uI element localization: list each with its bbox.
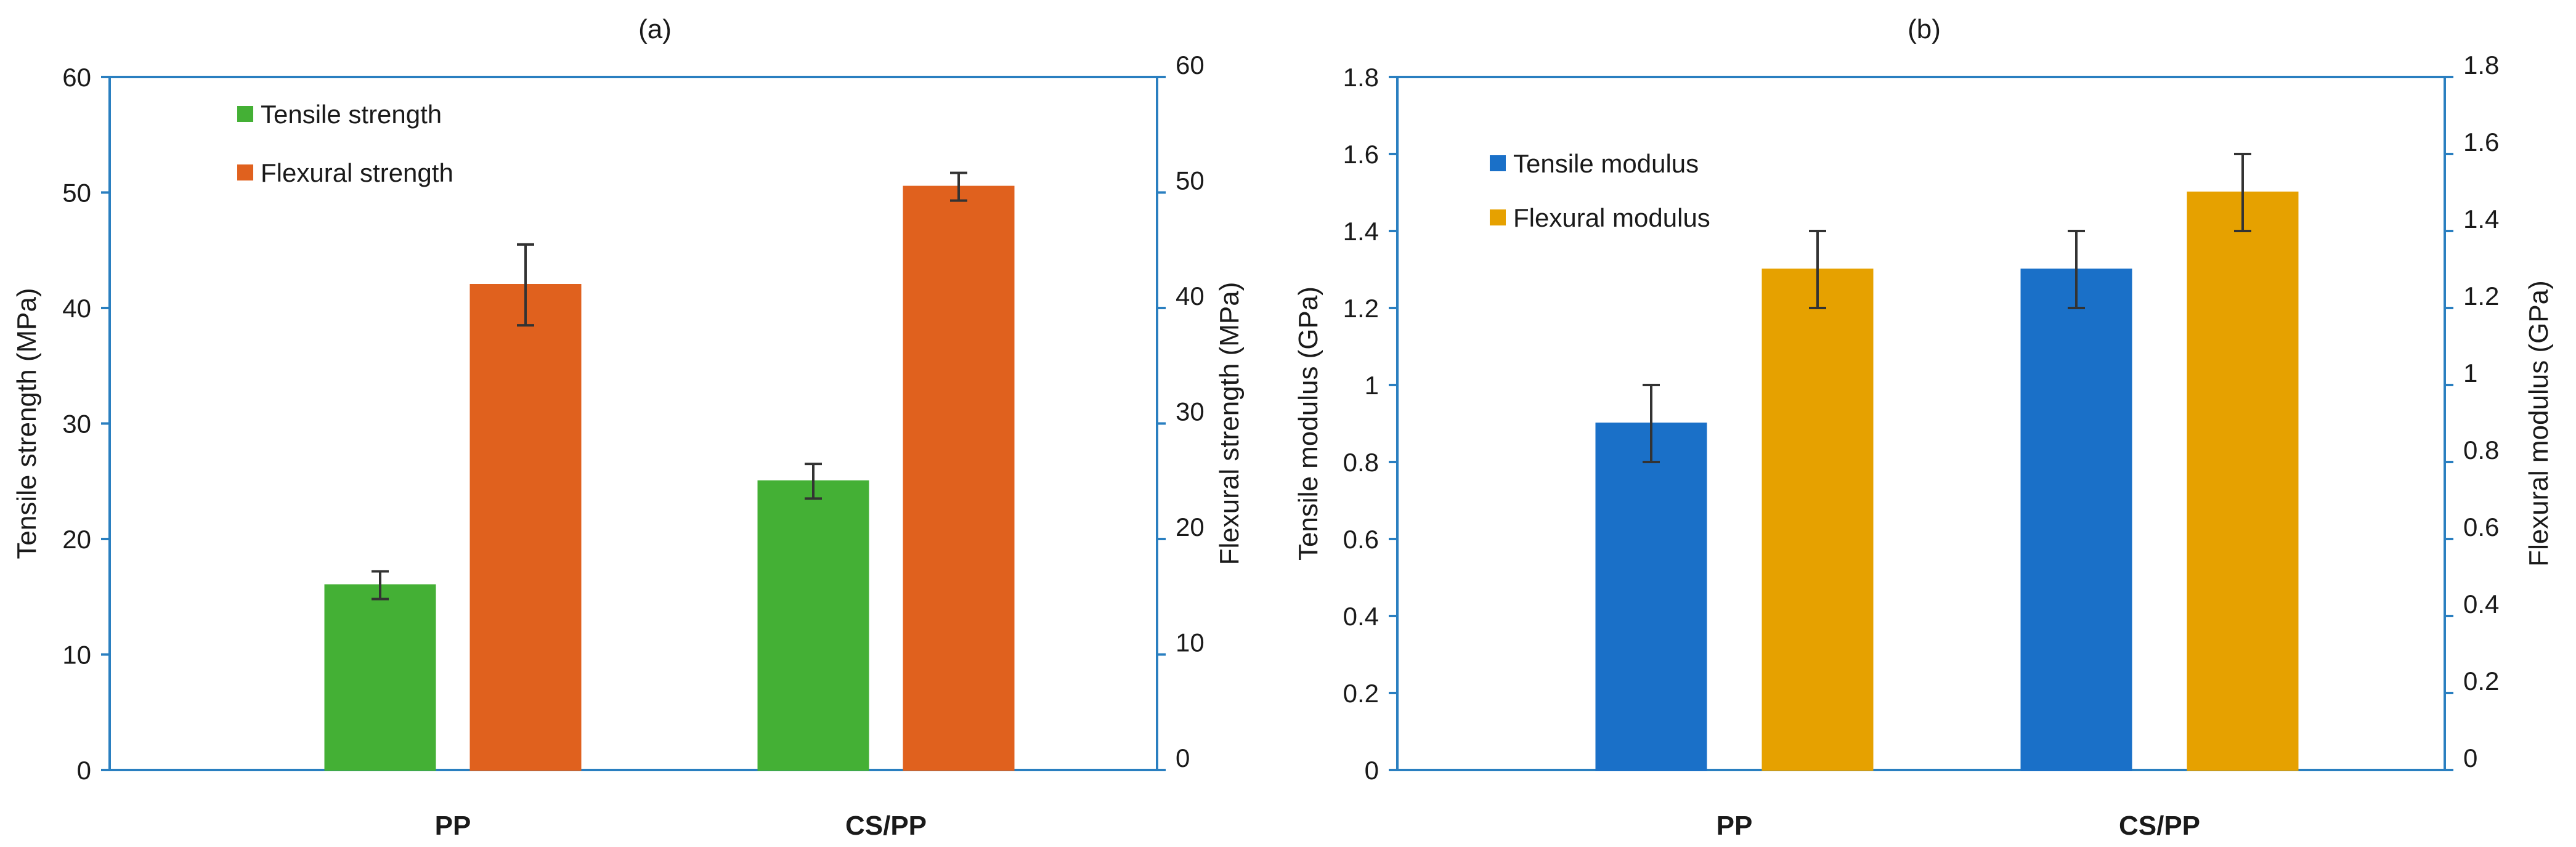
left-tick-label: 1 <box>1365 371 1379 400</box>
right-tick-label: 1.6 <box>2463 128 2499 156</box>
right-axis-label: Flexural strength (MPa) <box>1214 282 1245 565</box>
bar-tensile-strength <box>324 584 436 771</box>
legend-swatch <box>237 106 253 122</box>
left-tick-label: 30 <box>62 410 91 439</box>
left-tick-label: 1.8 <box>1343 63 1379 92</box>
bar-flexural-strength <box>469 284 582 771</box>
chart-a: (a) 0 10 20 30 40 50 60 0 10 20 30 40 50 60 Tensile str… <box>12 14 1245 841</box>
right-tick-label: 30 <box>1176 397 1205 426</box>
left-axis-label: Tensile modulus (GPa) <box>1293 286 1323 561</box>
left-axis-label: Tensile strength (MPa) <box>12 288 42 559</box>
left-tick-label: 0.8 <box>1343 448 1379 477</box>
bar-flexural-modulus <box>2187 192 2299 771</box>
chart-b: (b) 0 0.2 0.4 0.6 0.8 1 1.2 1.4 1.6 1.8 0 0.2 0.4 0.6 0… <box>1293 14 2554 841</box>
left-tick-label: 50 <box>62 179 91 208</box>
legend-swatch <box>237 164 253 180</box>
legend-label: Flexural strength <box>261 158 453 187</box>
left-tick-label: 60 <box>62 63 91 92</box>
right-tick-label: 20 <box>1176 513 1205 541</box>
bar-flexural-modulus <box>1761 269 1874 771</box>
right-axis-label: Flexural modulus (GPa) <box>2524 280 2554 567</box>
category-label: CS/PP <box>2119 811 2200 841</box>
right-tick-label: 0.2 <box>2463 667 2499 695</box>
legend-swatch <box>1490 209 1506 225</box>
right-tick-label: 40 <box>1176 282 1205 310</box>
left-tick-label: 40 <box>62 294 91 323</box>
right-tick-label: 1.2 <box>2463 282 2499 310</box>
left-tick-label: 10 <box>62 641 91 670</box>
right-tick-label: 10 <box>1176 628 1205 657</box>
right-tick-label: 0.4 <box>2463 590 2499 618</box>
bar-tensile-modulus <box>1595 423 1707 771</box>
category-label: PP <box>1717 811 1753 841</box>
left-tick-label: 20 <box>62 525 91 554</box>
right-tick-label: 1 <box>2463 359 2477 387</box>
chart-title: (b) <box>1908 14 1941 44</box>
bar-tensile-strength <box>757 480 869 771</box>
legend-swatch <box>1490 155 1506 171</box>
bar-tensile-modulus <box>2020 269 2132 771</box>
left-tick-label: 1.6 <box>1343 140 1379 169</box>
category-label: CS/PP <box>845 811 927 841</box>
left-tick-label: 0 <box>77 756 91 785</box>
legend-label: Tensile modulus <box>1513 149 1699 178</box>
right-tick-label: 60 <box>1176 51 1205 79</box>
right-tick-label: 0 <box>1176 744 1190 772</box>
left-tick-label: 0.2 <box>1343 679 1379 708</box>
right-tick-label: 0 <box>2463 744 2477 772</box>
left-tick-label: 1.4 <box>1343 217 1379 246</box>
right-tick-label: 1.8 <box>2463 51 2499 79</box>
category-label: PP <box>435 811 471 841</box>
left-tick-label: 0 <box>1365 756 1379 785</box>
chart-title: (a) <box>638 14 672 44</box>
bar-flexural-strength <box>903 185 1015 771</box>
legend-label: Flexural modulus <box>1513 203 1710 232</box>
left-tick-label: 0.4 <box>1343 602 1379 631</box>
legend-label: Tensile strength <box>261 100 442 129</box>
right-tick-label: 50 <box>1176 166 1205 195</box>
left-tick-label: 1.2 <box>1343 294 1379 323</box>
right-tick-label: 0.8 <box>2463 436 2499 464</box>
right-tick-label: 1.4 <box>2463 205 2499 233</box>
right-tick-label: 0.6 <box>2463 513 2499 541</box>
left-tick-label: 0.6 <box>1343 525 1379 554</box>
